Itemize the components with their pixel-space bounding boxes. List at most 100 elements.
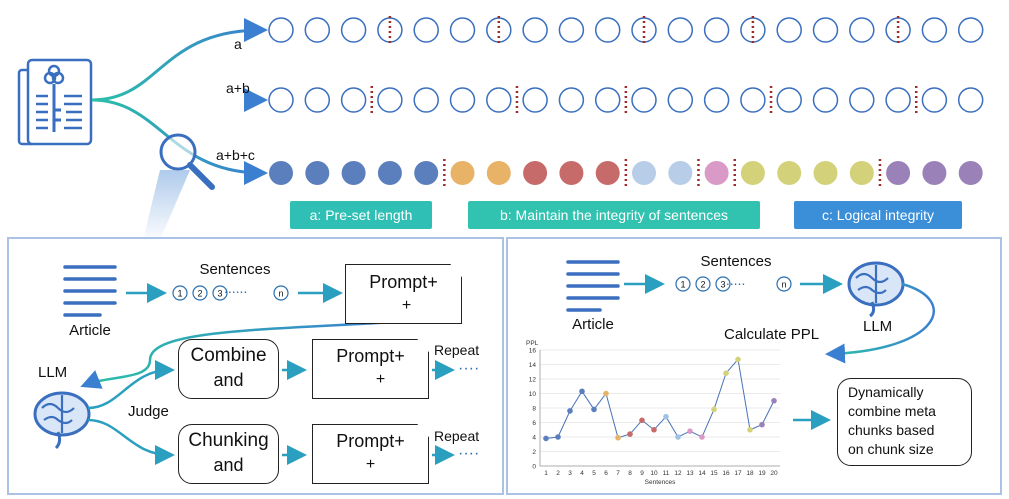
y-tick-label: 16 [529, 348, 537, 355]
row-abc-circle [305, 161, 330, 185]
x-tick-label: 19 [758, 470, 766, 477]
sentence-number: n [278, 289, 283, 299]
row-ab-circle [812, 87, 839, 113]
result-line-2: combine meta [848, 403, 936, 419]
legend-b: b: Maintain the integrity of sentences [468, 201, 760, 229]
sentence-number: 2 [197, 289, 202, 299]
row-abc-circle [849, 161, 874, 185]
row-abc-circle [922, 161, 947, 185]
magnifier-icon [159, 133, 215, 190]
ppl-series-line [545, 358, 775, 439]
x-tick-label: 11 [663, 470, 670, 477]
y-tick-label: 10 [529, 391, 537, 398]
sentences-label-right: Sentences [700, 253, 772, 270]
ppl-data-point [663, 413, 669, 420]
prompt-title-3: Prompt+ [336, 431, 405, 451]
x-tick-label: 16 [722, 470, 730, 477]
sentence-number-circle [776, 276, 792, 292]
sentence-number-circle [695, 276, 711, 292]
y-tick-label: 8 [532, 406, 536, 413]
x-tick-label: 8 [628, 470, 632, 477]
row-ab-circle [304, 87, 331, 113]
row-abc-circle [269, 161, 293, 185]
y-tick-label: 2 [532, 449, 536, 456]
repeat-dots-2: ···· [458, 445, 480, 462]
row-a-circle [921, 17, 948, 43]
row-ab-circle [740, 87, 766, 113]
row-abc-circle [341, 161, 366, 185]
ppl-data-point [579, 388, 585, 395]
prompt-plus: + [401, 297, 412, 314]
x-tick-label: 2 [556, 470, 560, 477]
row-ab-circle [522, 87, 548, 113]
right-sentence-number-circles: 1 2 3 n [675, 276, 792, 292]
arrow-llm-chunking [87, 418, 175, 465]
x-tick-label: 6 [604, 470, 608, 477]
row-ab-circle [885, 87, 911, 113]
y-tick-label: 12 [529, 377, 537, 384]
prompt-title-2: Prompt+ [336, 346, 405, 366]
branch-arrow-a [91, 18, 268, 102]
combine-and: and [213, 370, 244, 390]
prompt-plus-2: + [375, 371, 386, 388]
row-ab-circle [667, 87, 694, 113]
row-a-circle [667, 17, 694, 43]
sentence-number: 2 [700, 280, 705, 290]
row-abc-circle [559, 161, 584, 185]
row-a-circles [268, 16, 984, 44]
sentence-number-circle [212, 285, 228, 301]
row-abc-circle [450, 161, 475, 185]
sentences-label: Sentences [199, 261, 271, 278]
row-a-circle [449, 17, 476, 43]
row-abc-circle [632, 161, 656, 185]
y-tick-label: 4 [532, 435, 536, 442]
row-label-abc: a+b+c [216, 147, 255, 163]
row-ab-circle [776, 87, 802, 113]
row-a-circle [812, 17, 839, 43]
x-tick-label: 3 [568, 470, 572, 477]
result-line-3: chunks based [848, 422, 935, 438]
ppl-data-point [711, 406, 717, 413]
row-ab-circles [268, 86, 984, 114]
row-abc-circles [269, 159, 983, 187]
row-ab-circle [631, 87, 657, 113]
arrow-llm-combine [87, 360, 175, 410]
ppl-data-point [687, 428, 693, 435]
row-ab-circle [449, 87, 476, 113]
x-tick-label: 15 [710, 470, 718, 477]
repeat-label-1: Repeat [434, 342, 480, 358]
ppl-data-point [627, 431, 633, 437]
sentence-number: n [781, 280, 786, 290]
row-abc-circle [886, 161, 911, 185]
row-abc-circle [414, 161, 439, 185]
y-tick-label: 14 [529, 362, 537, 369]
article-lines-icon [63, 265, 117, 317]
sentence-number-circle [675, 276, 691, 292]
article-label-right: Article [572, 316, 614, 333]
row-a-circle [522, 17, 548, 43]
row-abc-circle [595, 161, 620, 185]
prompt-box-3: Prompt+ + [312, 424, 429, 484]
row-abc-circle [668, 161, 693, 185]
ppl-data-point [639, 417, 645, 424]
row-a-circle [849, 17, 875, 43]
ppl-data-point [771, 397, 777, 404]
calc-ppl-label: Calculate PPL [724, 326, 820, 343]
ppl-data-point [723, 370, 729, 377]
x-tick-label: 1 [544, 470, 548, 477]
sentence-number-circle [192, 285, 208, 301]
x-tick-label: 5 [592, 470, 596, 477]
sentence-number: 3 [720, 280, 725, 290]
sentences-ellipsis: ...... [224, 280, 248, 296]
llm-label-right: LLM [863, 318, 893, 335]
row-abc-circle [377, 161, 402, 185]
row-ab-circle [957, 87, 984, 113]
row-ab-circle [340, 87, 367, 113]
ppl-data-point [603, 390, 609, 397]
x-axis-label: Sentences [645, 479, 676, 486]
sentence-number-circle [172, 285, 188, 301]
ppl-data-point [675, 434, 681, 440]
y-tick-label: 0 [532, 464, 536, 471]
row-ab-circle [413, 87, 439, 113]
row-abc-circle [523, 161, 548, 185]
